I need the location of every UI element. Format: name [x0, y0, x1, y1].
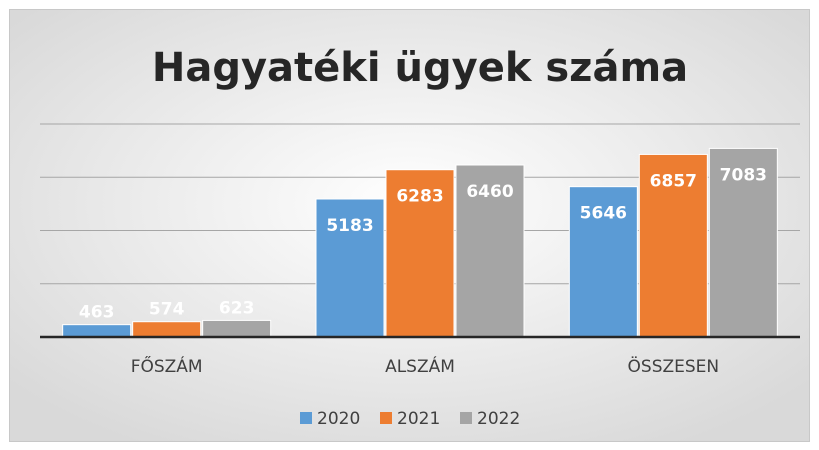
data-label: 5646 — [580, 204, 627, 224]
legend-swatch — [460, 412, 472, 424]
data-label: 463 — [79, 303, 115, 323]
legend-swatch — [380, 412, 392, 424]
data-label: 6857 — [650, 171, 697, 191]
data-label: 6460 — [466, 182, 513, 202]
chart-title: Hagyatéki ügyek száma — [152, 45, 688, 91]
bar — [202, 319, 272, 338]
data-label: 5183 — [326, 216, 373, 236]
bar — [62, 324, 132, 338]
legend-label: 2021 — [397, 409, 440, 429]
data-label: 7083 — [720, 165, 767, 185]
bar — [708, 147, 778, 338]
legend-label: 2020 — [317, 409, 360, 429]
data-label: 623 — [219, 298, 255, 318]
data-label: 6283 — [396, 187, 443, 207]
data-label: 574 — [149, 300, 185, 320]
bar — [132, 321, 202, 338]
bar — [638, 153, 708, 338]
legend-label: 2022 — [477, 409, 520, 429]
bar — [385, 169, 455, 338]
x-tick-label: ÖSSZESEN — [628, 355, 720, 377]
bar — [568, 186, 638, 338]
x-tick-label: FŐSZÁM — [131, 355, 203, 377]
x-tick-label: ALSZÁM — [385, 355, 455, 377]
legend-swatch — [300, 412, 312, 424]
bar — [455, 164, 525, 338]
